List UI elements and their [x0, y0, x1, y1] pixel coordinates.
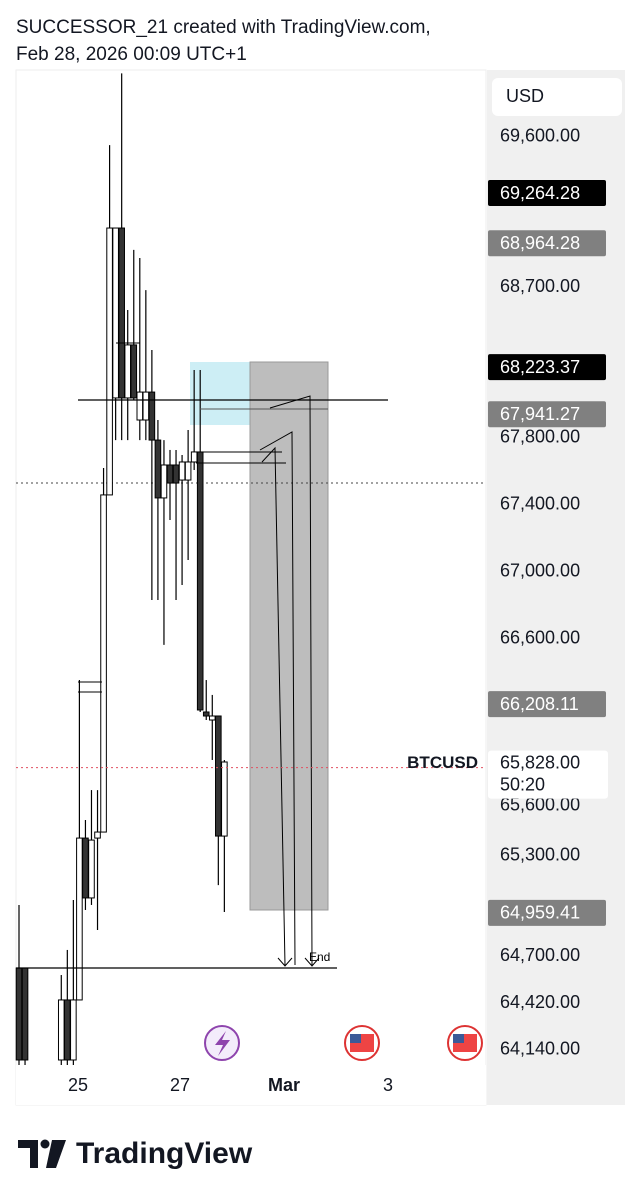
x-tick-label: 3: [383, 1075, 393, 1095]
price-badge-label: 68,223.37: [500, 357, 580, 377]
path-arrow: [259, 431, 296, 966]
price-badge-label: 67,941.27: [500, 404, 580, 424]
price-badge-label: 66,208.11: [500, 694, 579, 714]
header-line: Feb 28, 2026 00:09 UTC+1: [16, 44, 247, 65]
price-badge: [488, 180, 606, 207]
candle-body: [184, 461, 192, 481]
price-badge: [488, 230, 606, 257]
candle-body: [221, 761, 228, 837]
candle-body: [160, 464, 168, 499]
time-scale: [16, 1065, 486, 1105]
symbol-label: BTCUSD: [407, 753, 478, 772]
candle-body: [148, 391, 156, 441]
candle-body: [154, 439, 162, 499]
candle-body: [94, 831, 101, 839]
price-badge: [488, 899, 606, 926]
y-tick-label: 67,800.00: [500, 427, 580, 447]
candle-body: [130, 344, 138, 399]
arrow-head: [304, 957, 320, 967]
candle-body: [15, 967, 23, 1061]
candle-body: [142, 391, 150, 421]
candle-body: [76, 837, 83, 1001]
x-tick-label: 27: [170, 1075, 190, 1095]
candle-body: [57, 999, 65, 1061]
candle-body: [208, 715, 216, 721]
brand: TradingView: [76, 1137, 253, 1170]
price-badge: [488, 401, 606, 428]
y-tick-label: 64,140.00: [500, 1039, 580, 1059]
flag: [453, 1034, 464, 1043]
candle-body: [64, 999, 71, 1061]
candle-body: [196, 451, 204, 711]
price-badge-label: 64,959.41: [500, 903, 580, 923]
candle-body: [70, 999, 77, 1061]
candle-body: [166, 464, 174, 484]
currency-button[interactable]: [492, 78, 622, 116]
header-line: SUCCESSOR_21 created with TradingView.co…: [16, 17, 431, 38]
y-tick-label: 68,700.00: [500, 276, 580, 296]
candle-body: [88, 839, 95, 899]
candle-body: [82, 837, 89, 899]
y-tick-label: 66,600.00: [500, 627, 580, 647]
flag: [350, 1034, 361, 1043]
candle-body: [118, 227, 125, 399]
y-tick-label: 67,000.00: [500, 560, 580, 580]
path-arrow: [269, 395, 313, 966]
zone-box: [249, 361, 329, 911]
y-tick-label: 64,420.00: [500, 992, 580, 1012]
last-price-label: 65,828.00: [500, 752, 580, 772]
brand-logo: [18, 1139, 66, 1168]
price-badge-label: 69,264.28: [500, 183, 580, 203]
y-tick-label: 64,700.00: [500, 945, 580, 965]
candle-body: [124, 344, 132, 399]
y-tick-label: 67,400.00: [500, 494, 580, 514]
arrow-head: [277, 957, 293, 967]
y-tick-label: 65,300.00: [500, 845, 580, 865]
x-tick-label: Mar: [268, 1075, 300, 1095]
lightning: [215, 1031, 230, 1056]
annotation: End: [309, 950, 330, 964]
currency: USD: [506, 86, 544, 106]
x-tick-label: 25: [68, 1075, 88, 1095]
price-badge: [488, 354, 606, 381]
candle-body: [21, 967, 29, 1061]
candle-body: [190, 451, 198, 463]
path-arrow: [261, 446, 286, 966]
candle-body: [172, 464, 180, 484]
price-badge-label: 68,964.28: [500, 233, 580, 253]
zone-box: [190, 362, 260, 425]
candle-body: [100, 494, 107, 833]
candle-body: [106, 227, 113, 496]
y-tick-label: 69,600.00: [500, 126, 580, 146]
price-badge: [488, 691, 606, 718]
last-price-badge: [488, 750, 608, 799]
candle-body: [136, 391, 144, 421]
candle-body: [202, 711, 210, 717]
y-tick-label: 65,600.00: [500, 795, 580, 815]
candle-body: [178, 461, 186, 481]
candle-body: [112, 227, 119, 399]
countdown: 50:20: [500, 774, 545, 794]
candle-body: [215, 715, 222, 837]
